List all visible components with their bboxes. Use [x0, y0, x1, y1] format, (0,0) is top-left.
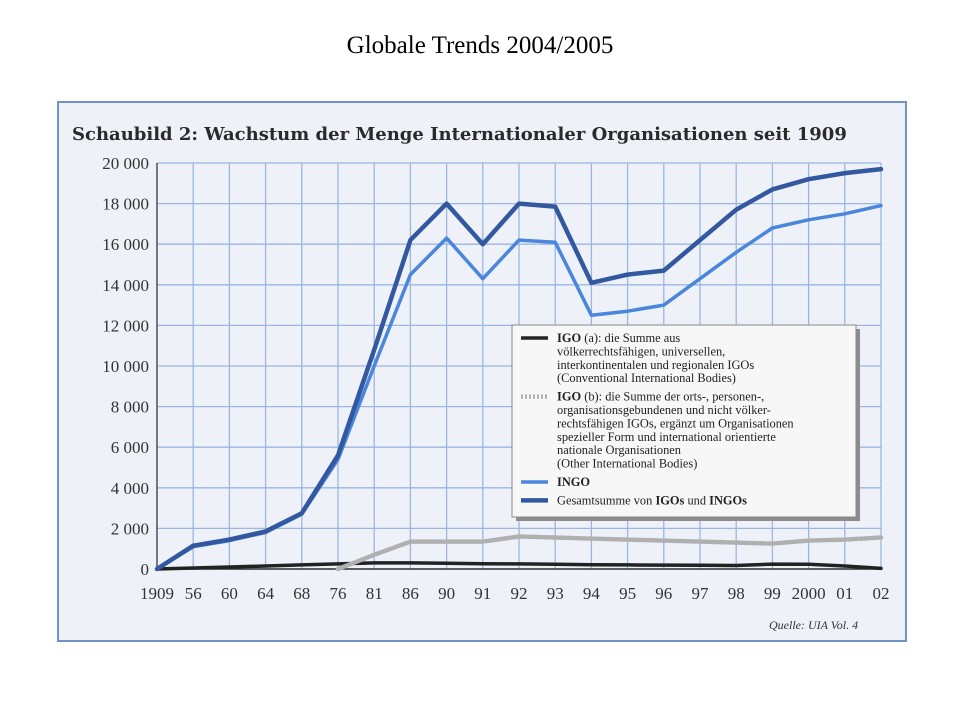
x-tick-label: 68: [293, 584, 310, 603]
x-tick-label: 90: [438, 584, 455, 603]
source-note: Quelle: UIA Vol. 4: [769, 618, 858, 632]
legend-label: nationale Organisationen: [557, 443, 681, 457]
y-tick-label: 20 000: [102, 154, 149, 173]
legend-box: [511, 324, 857, 518]
x-tick-label: 96: [655, 584, 672, 603]
x-tick-label: 1909: [140, 584, 174, 603]
series-line-igo_b: [335, 534, 884, 572]
x-tick-label: 64: [257, 584, 275, 603]
chart-frame: Schaubild 2: Wachstum der Menge Internat…: [57, 101, 907, 642]
slide-title: Globale Trends 2004/2005: [346, 32, 614, 59]
legend-label: spezieller Form und international orient…: [557, 430, 776, 444]
y-tick-label: 8 000: [111, 398, 149, 417]
x-tick-label: 94: [583, 584, 601, 603]
legend-label: (Conventional International Bodies): [557, 371, 736, 385]
x-tick-label: 91: [474, 584, 491, 603]
x-tick-label: 97: [692, 584, 710, 603]
x-tick-label: 2000: [792, 584, 826, 603]
y-tick-label: 14 000: [102, 276, 149, 295]
legend-label: (Other International Bodies): [557, 457, 697, 471]
x-tick-label: 56: [185, 584, 202, 603]
y-tick-label: 12 000: [102, 316, 149, 335]
legend-label: organisationsgebundenen und nicht völker…: [557, 403, 771, 417]
series-line-igo_a: [155, 561, 883, 571]
legend-label: IGO (b): die Summe der orts-, personen-,: [557, 390, 764, 404]
x-tick-label: 02: [873, 584, 890, 603]
x-tick-label: 86: [402, 584, 419, 603]
legend-label: Gesamtsumme von IGOs und INGOs: [557, 493, 747, 507]
y-tick-label: 0: [141, 560, 150, 579]
x-tick-label: 93: [547, 584, 564, 603]
x-tick-label: 01: [836, 584, 853, 603]
legend-label: interkontinentalen und regionalen IGOs: [557, 358, 754, 372]
x-tick-label: 81: [366, 584, 383, 603]
legend: IGO (a): die Summe ausvölkerrechtsfähige…: [511, 324, 860, 521]
x-tick-label: 76: [330, 584, 347, 603]
series-lines: [154, 166, 884, 572]
legend-label: IGO (a): die Summe aus: [557, 331, 680, 345]
legend-label: völkerrechtsfähigen, universellen,: [557, 344, 725, 358]
x-tick-label: 95: [619, 584, 636, 603]
legend-label: INGO: [557, 475, 590, 489]
y-tick-label: 2 000: [111, 519, 149, 538]
y-tick-label: 18 000: [102, 195, 149, 214]
y-tick-label: 16 000: [102, 235, 149, 254]
y-tick-label: 6 000: [111, 438, 149, 457]
x-tick-label: 98: [728, 584, 745, 603]
axes: 0 2 000 4 000 6 000 8 000 10 000 12 000 14 000 1…: [102, 154, 889, 603]
line-chart: Schaubild 2: Wachstum der Menge Internat…: [72, 124, 890, 632]
legend-label: rechtsfähigen IGOs, ergänzt um Organisat…: [557, 416, 794, 430]
chart-title: Schaubild 2: Wachstum der Menge Internat…: [72, 124, 847, 145]
series-line-total: [154, 166, 884, 572]
y-tick-label: 10 000: [102, 357, 149, 376]
x-tick-label: 99: [764, 584, 781, 603]
y-tick-label: 4 000: [111, 479, 149, 498]
x-tick-label: 92: [511, 584, 528, 603]
x-tick-label: 60: [221, 584, 238, 603]
